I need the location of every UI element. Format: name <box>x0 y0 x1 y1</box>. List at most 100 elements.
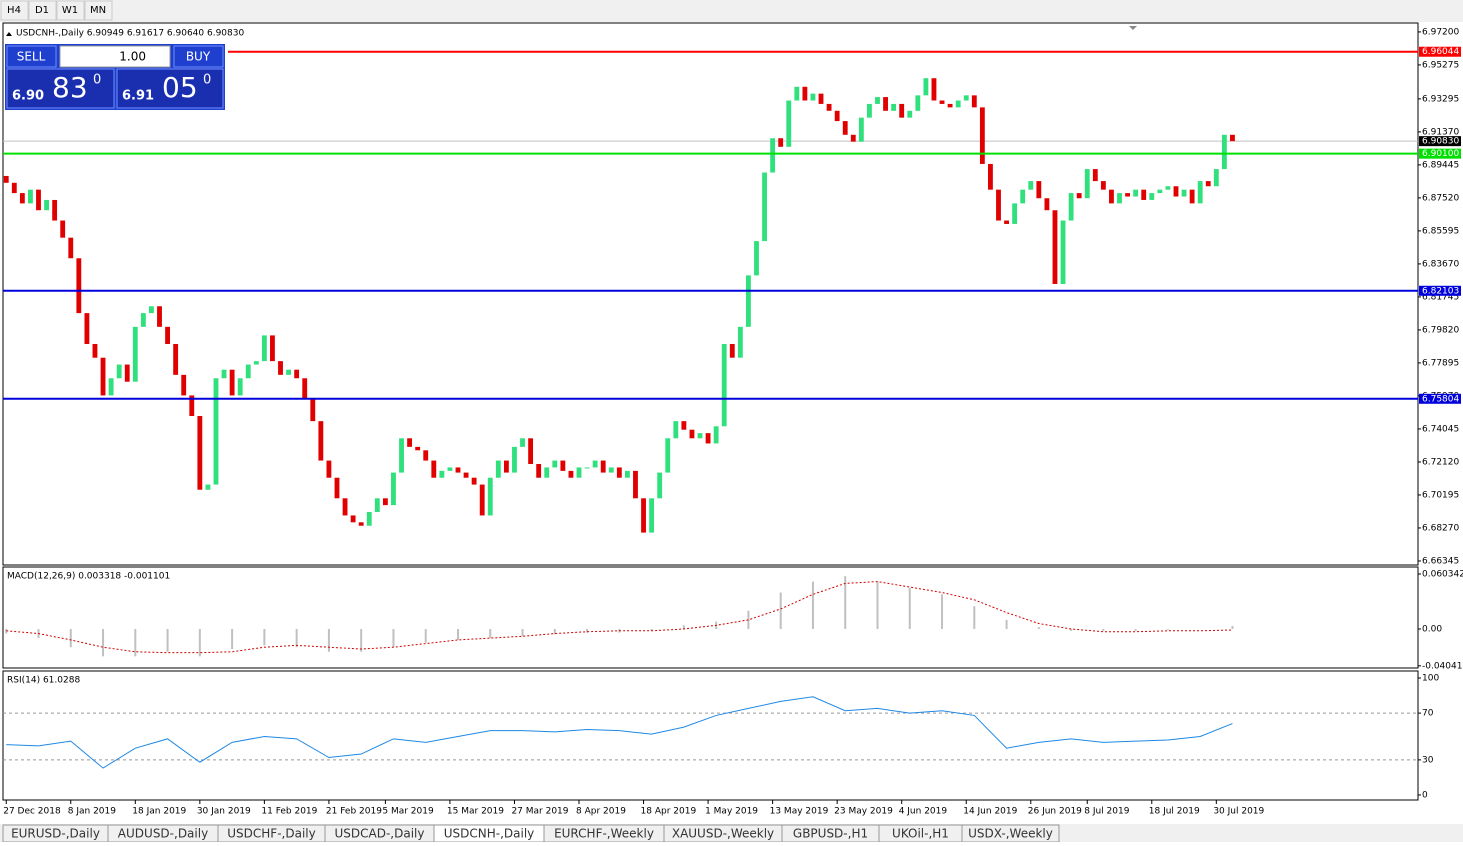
candle <box>1100 181 1106 190</box>
candle <box>624 470 630 478</box>
candle <box>1125 193 1130 197</box>
y-tick-label: 30 <box>1422 755 1434 765</box>
ask-box <box>116 68 224 109</box>
rsi-frame <box>2 670 1419 801</box>
x-tick-label: 15 Mar 2019 <box>447 807 504 817</box>
candle <box>673 421 679 439</box>
candle <box>415 446 421 451</box>
y-tick-label: -0.040415 <box>1422 661 1463 671</box>
y-tick-label: 6.72120 <box>1422 457 1459 467</box>
candle <box>915 95 921 111</box>
candle <box>447 467 453 471</box>
tab-label: EURUSD-,Daily <box>11 827 100 841</box>
candle <box>455 467 461 473</box>
candle <box>1189 189 1195 204</box>
candle <box>834 110 840 122</box>
candle <box>68 237 74 259</box>
y-tick-label: 0.00 <box>1422 624 1442 634</box>
candle <box>633 470 638 499</box>
timeframe-button[interactable] <box>0 0 29 21</box>
lot-input[interactable] <box>59 45 171 68</box>
candle <box>1052 210 1058 284</box>
candle <box>1084 169 1090 199</box>
candle <box>1036 181 1042 199</box>
candle <box>28 189 33 204</box>
y-tick-label: 0 <box>1422 790 1428 800</box>
candle <box>463 472 469 478</box>
candle <box>237 378 243 396</box>
candle <box>149 306 154 314</box>
candle <box>374 498 380 513</box>
candle <box>157 306 162 327</box>
x-tick-label: 21 Feb 2019 <box>326 807 382 817</box>
candle <box>100 357 106 396</box>
candle <box>261 335 267 362</box>
candle <box>762 172 767 242</box>
candle <box>528 438 534 465</box>
candle <box>745 275 751 327</box>
candle <box>423 450 429 461</box>
candle <box>754 241 759 276</box>
y-tick-label: 70 <box>1422 709 1434 719</box>
sell-button[interactable] <box>6 45 57 68</box>
candle <box>358 522 364 526</box>
candle <box>689 429 695 439</box>
candle <box>923 78 929 96</box>
candle <box>996 189 1001 221</box>
x-tick-label: 1 May 2019 <box>705 807 758 817</box>
tab-label: UKOil-,H1 <box>892 827 949 841</box>
bid-frac: 0 <box>93 73 101 88</box>
candle <box>576 467 582 478</box>
candle <box>3 175 9 183</box>
candle <box>1060 220 1066 284</box>
collapse-icon <box>6 32 12 36</box>
candle <box>495 460 501 478</box>
candle <box>770 138 776 173</box>
candle <box>132 326 138 382</box>
level-label: 6.75804 <box>1422 394 1459 404</box>
tab-label: EURCHF-,Weekly <box>554 827 654 841</box>
timeframe-button[interactable] <box>56 0 85 21</box>
x-tick-label: 27 Dec 2018 <box>3 807 61 817</box>
candle <box>181 374 187 396</box>
candle <box>988 163 993 190</box>
candle <box>729 343 735 358</box>
candle <box>19 193 25 204</box>
level-label: 6.82103 <box>1422 286 1459 296</box>
candle <box>1181 189 1187 197</box>
candle <box>649 498 655 533</box>
timeframe-label: H4 <box>7 5 21 16</box>
macd-signal <box>6 581 1233 654</box>
x-tick-label: 26 Jun 2019 <box>1028 807 1082 817</box>
candle <box>326 460 332 478</box>
candle <box>1157 189 1163 194</box>
candle <box>850 134 856 142</box>
candle <box>536 464 542 478</box>
candle <box>794 86 800 101</box>
timeframe-button[interactable] <box>84 0 113 21</box>
candle <box>1230 134 1235 142</box>
sell-label: SELL <box>17 50 46 64</box>
candle <box>560 460 566 471</box>
candle <box>608 467 614 473</box>
candle <box>802 86 808 101</box>
y-tick-label: 6.68270 <box>1422 523 1459 533</box>
buy-label: BUY <box>186 50 211 64</box>
candle <box>1133 189 1139 197</box>
x-tick-label: 27 Mar 2019 <box>511 807 568 817</box>
tab-label: USDCHF-,Daily <box>227 827 315 841</box>
candle <box>592 460 598 468</box>
x-tick-label: 18 Jan 2019 <box>132 807 186 817</box>
candle <box>1004 220 1009 224</box>
candle <box>1141 189 1147 200</box>
candle <box>124 364 130 382</box>
candle <box>939 100 945 104</box>
candle <box>310 398 316 422</box>
level-tag <box>1419 393 1461 404</box>
ask-frac: 0 <box>203 73 211 88</box>
buy-button[interactable] <box>173 45 224 68</box>
timeframe-button[interactable] <box>28 0 57 21</box>
candle <box>1020 189 1026 204</box>
candle <box>213 378 219 485</box>
